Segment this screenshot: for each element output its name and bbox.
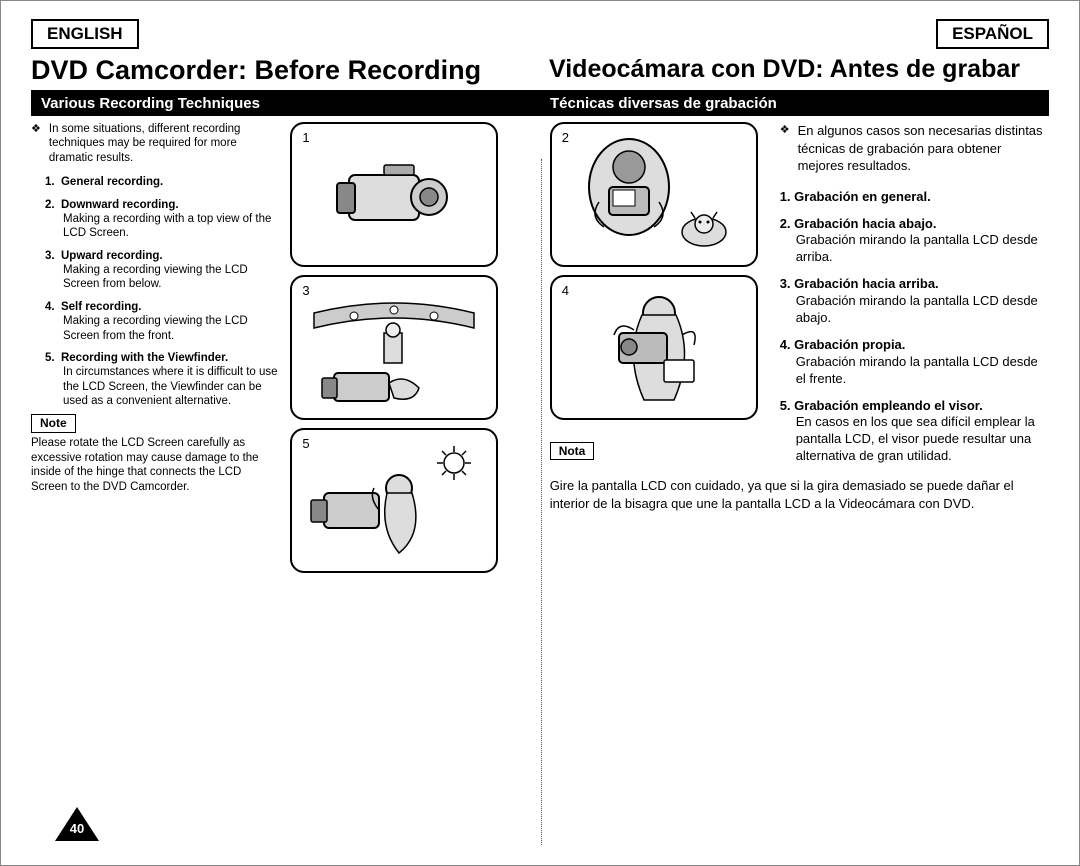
es-item-4-num: 4.	[780, 337, 791, 352]
manual-page: ENGLISH ESPAÑOL DVD Camcorder: Before Re…	[0, 0, 1080, 866]
es-item-3-title: Grabación hacia arriba.	[794, 276, 939, 291]
es-list: 1. Grabación en general. 2. Grabación ha…	[780, 189, 1049, 465]
camcorder-icon	[329, 155, 459, 235]
diamond-bullet-icon: ❖	[31, 123, 41, 165]
es-item-4: 4. Grabación propia. Grabación mirando l…	[780, 337, 1049, 388]
es-item-4-title: Grabación propia.	[794, 337, 905, 352]
es-item-2: 2. Grabación hacia abajo. Grabación mira…	[780, 216, 1049, 267]
es-intro: ❖ En algunos casos son necesarias distin…	[780, 122, 1049, 175]
en-item-5: 5. Recording with the Viewfinder. In cir…	[45, 351, 280, 409]
page-number: 40	[67, 821, 87, 836]
es-item-3-num: 3.	[780, 276, 791, 291]
en-item-5-num: 5.	[45, 352, 55, 364]
en-item-2-desc: Making a recording with a top view of th…	[63, 212, 280, 241]
figure-1-number: 1	[302, 130, 309, 145]
es-item-1: 1. Grabación en general.	[780, 189, 1049, 206]
en-intro: ❖ In some situations, different recordin…	[31, 122, 280, 165]
downward-recording-icon	[569, 132, 739, 257]
en-list: 1. General recording. 2. Downward record…	[31, 175, 280, 408]
center-divider	[541, 159, 542, 845]
es-item-2-desc: Grabación mirando la pantalla LCD desde …	[796, 232, 1049, 266]
figure-5: 5	[290, 428, 498, 573]
es-item-5-desc: En casos en los que sea difícil emplear …	[796, 414, 1049, 465]
figures-column-right: 2 4	[550, 122, 770, 573]
es-item-5-title: Grabación empleando el visor.	[794, 398, 983, 413]
figure-4: 4	[550, 275, 758, 420]
section-heading-en: Various Recording Techniques	[31, 95, 540, 112]
es-item-1-num: 1.	[780, 189, 791, 204]
en-item-3-title: Upward recording.	[61, 250, 163, 262]
language-row: ENGLISH ESPAÑOL	[31, 19, 1049, 49]
en-item-4-title: Self recording.	[61, 301, 142, 313]
en-item-4-num: 4.	[45, 301, 55, 313]
es-item-2-title: Grabación hacia abajo.	[794, 216, 936, 231]
diamond-bullet-icon: ❖	[780, 123, 790, 175]
section-heading-es: Técnicas diversas de grabación	[540, 95, 1049, 112]
en-item-1-num: 1.	[45, 176, 55, 188]
es-item-3: 3. Grabación hacia arriba. Grabación mir…	[780, 276, 1049, 327]
spanish-text-column: ❖ En algunos casos son necesarias distin…	[780, 122, 1049, 573]
section-heading-bar: Various Recording Techniques Técnicas di…	[31, 90, 1049, 116]
title-english: DVD Camcorder: Before Recording	[31, 55, 531, 86]
es-item-4-desc: Grabación mirando la pantalla LCD desde …	[796, 354, 1049, 388]
en-item-5-title: Recording with the Viewfinder.	[61, 352, 228, 364]
title-row: DVD Camcorder: Before Recording Videocám…	[31, 55, 1049, 86]
es-item-2-num: 2.	[780, 216, 791, 231]
en-item-2-num: 2.	[45, 199, 55, 211]
figure-4-number: 4	[562, 283, 569, 298]
figure-2-number: 2	[562, 130, 569, 145]
en-item-5-desc: In circumstances where it is difficult t…	[63, 365, 280, 408]
es-item-3-desc: Grabación mirando la pantalla LCD desde …	[796, 293, 1049, 327]
viewfinder-recording-icon	[299, 438, 489, 563]
es-intro-text: En algunos casos son necesarias distinta…	[798, 122, 1049, 175]
english-text-column: ❖ In some situations, different recordin…	[31, 122, 280, 573]
figure-3: 3	[290, 275, 498, 420]
es-item-1-title: Grabación en general.	[794, 189, 931, 204]
en-item-4: 4. Self recording. Making a recording vi…	[45, 300, 280, 343]
figure-2: 2	[550, 122, 758, 267]
es-note-label: Nota	[550, 442, 595, 460]
es-item-5-num: 5.	[780, 398, 791, 413]
self-recording-icon	[564, 285, 744, 410]
en-item-1: 1. General recording.	[45, 175, 280, 189]
figures-column-left: 1 3	[290, 122, 539, 573]
upward-recording-icon	[304, 288, 484, 408]
figure-3-number: 3	[302, 283, 309, 298]
lang-english-label: ENGLISH	[31, 19, 139, 49]
content-row: ❖ In some situations, different recordin…	[31, 122, 1049, 573]
figure-5-number: 5	[302, 436, 309, 451]
en-item-2-title: Downward recording.	[61, 199, 179, 211]
en-item-1-title: General recording.	[61, 176, 163, 188]
es-item-5: 5. Grabación empleando el visor. En caso…	[780, 398, 1049, 466]
page-number-triangle: 40	[55, 807, 99, 841]
en-item-2: 2. Downward recording. Making a recordin…	[45, 198, 280, 241]
en-item-3-desc: Making a recording viewing the LCD Scree…	[63, 263, 280, 292]
en-item-4-desc: Making a recording viewing the LCD Scree…	[63, 314, 280, 343]
en-item-3: 3. Upward recording. Making a recording …	[45, 249, 280, 292]
en-note-text: Please rotate the LCD Screen carefully a…	[31, 436, 280, 494]
figure-1: 1	[290, 122, 498, 267]
en-note-label: Note	[31, 414, 76, 433]
title-spanish: Videocámara con DVD: Antes de grabar	[549, 55, 1049, 86]
lang-spanish-label: ESPAÑOL	[936, 19, 1049, 49]
en-intro-text: In some situations, different recording …	[49, 122, 280, 165]
en-item-3-num: 3.	[45, 250, 55, 262]
